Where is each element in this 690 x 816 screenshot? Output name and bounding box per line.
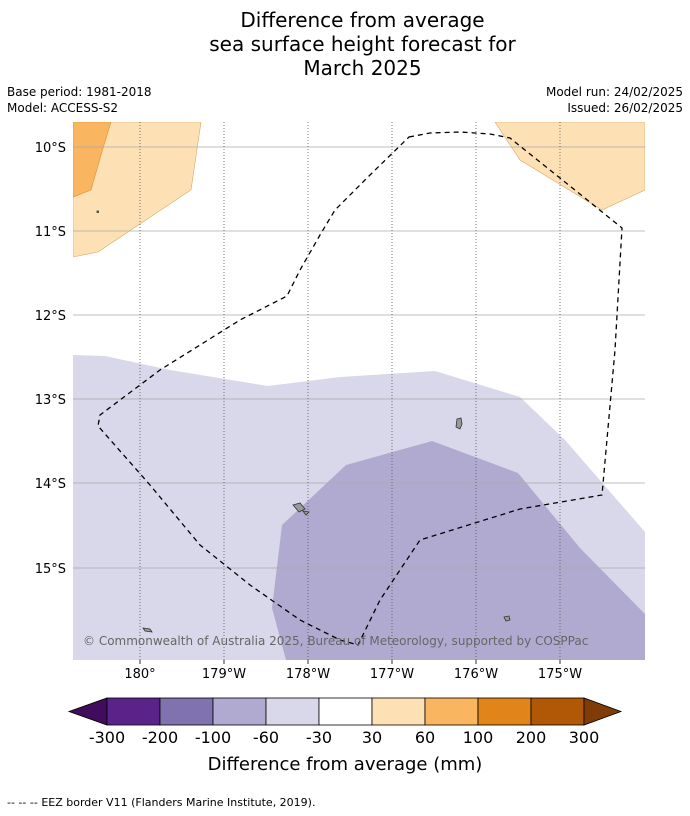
colorbar-tick: -200 [142,728,178,747]
colorbar-extend-high [583,697,623,726]
anomaly-region-light-orange-east [494,122,645,211]
lon-label-180: 180° [124,667,155,682]
island-southwest [142,627,153,633]
colorbar-bin-5 [318,697,373,726]
anomaly-region-medium-purple [272,441,645,660]
eez-legend: -- -- -- EEZ border V11 (Flanders Marine… [7,796,315,809]
colorbar-tick: -100 [195,728,231,747]
colorbar-ticks: -300 -200 -100 -60 -30 30 60 100 200 300 [89,728,599,747]
latitude-labels: 10°S 11°S 12°S 13°S 14°S 15°S [35,141,66,577]
map-title: Difference from average sea surface heig… [0,8,690,80]
colorbar-bin-7 [424,697,479,726]
lat-label-11s: 11°S [35,225,66,240]
island-northwest-dot [96,210,99,213]
map-area [73,122,645,660]
lat-label-12s: 12°S [35,309,66,324]
lon-label-176w: 176°W [454,667,498,682]
latitude-gridlines [73,146,645,569]
lon-label-175w: 175°W [538,667,582,682]
colorbar-tick: 60 [415,728,435,747]
longitude-labels: 180° 179°W 178°W 177°W 176°W 175°W [124,667,582,682]
eez-legend-text: EEZ border V11 (Flanders Marine Institut… [41,796,316,809]
lon-label-178w: 178°W [286,667,330,682]
colorbar [67,697,623,726]
lon-label-177w: 177°W [370,667,414,682]
eez-legend-marker: -- -- -- [7,796,38,809]
colorbar-bin-1 [106,697,161,726]
colorbar-bin-2 [159,697,214,726]
lat-label-15s: 15°S [35,562,66,577]
colorbar-tick: -300 [89,728,125,747]
colorbar-label: Difference from average (mm) [208,754,483,775]
base-period: Base period: 1981-2018 [7,85,152,99]
copyright-notice: © Commonwealth of Australia 2025, Bureau… [83,634,588,648]
anomaly-region-orange [73,122,112,198]
colorbar-tick: -60 [253,728,279,747]
meta-left: Base period: 1981-2018 Model: ACCESS-S2 [7,84,152,116]
colorbar-bin-6 [371,697,426,726]
title-line-3: March 2025 [303,56,422,80]
lat-label-13s: 13°S [35,393,66,408]
colorbar-extend-low [67,697,108,726]
island-central-2 [302,510,310,516]
lon-label-179w: 179°W [202,667,246,682]
island-southeast [503,615,511,622]
colorbar-tick: 100 [463,728,494,747]
anomaly-region-light-orange-west [73,122,202,258]
islands [96,210,511,633]
model-name: Model: ACCESS-S2 [7,101,119,115]
island-east [455,417,463,430]
island-central-1 [292,502,306,513]
title-line-1: Difference from average [240,8,485,32]
model-run: Model run: 24/02/2025 [545,85,683,99]
colorbar-tick: 300 [569,728,600,747]
meta-right: Model run: 24/02/2025 Issued: 26/02/2025 [546,84,683,116]
lat-label-10s: 10°S [35,141,66,156]
colorbar-tick: 30 [362,728,382,747]
colorbar-bin-3 [212,697,267,726]
colorbar-tick: 200 [516,728,547,747]
colorbar-bin-8 [477,697,532,726]
lat-label-14s: 14°S [35,477,66,492]
issued-date: Issued: 26/02/2025 [567,101,683,115]
colorbar-bin-4 [265,697,320,726]
eez-border [97,131,623,646]
colorbar-bin-9 [530,697,585,726]
axis-ticks [139,660,561,664]
title-line-2: sea surface height forecast for [209,32,516,56]
colorbar-tick: -30 [306,728,332,747]
